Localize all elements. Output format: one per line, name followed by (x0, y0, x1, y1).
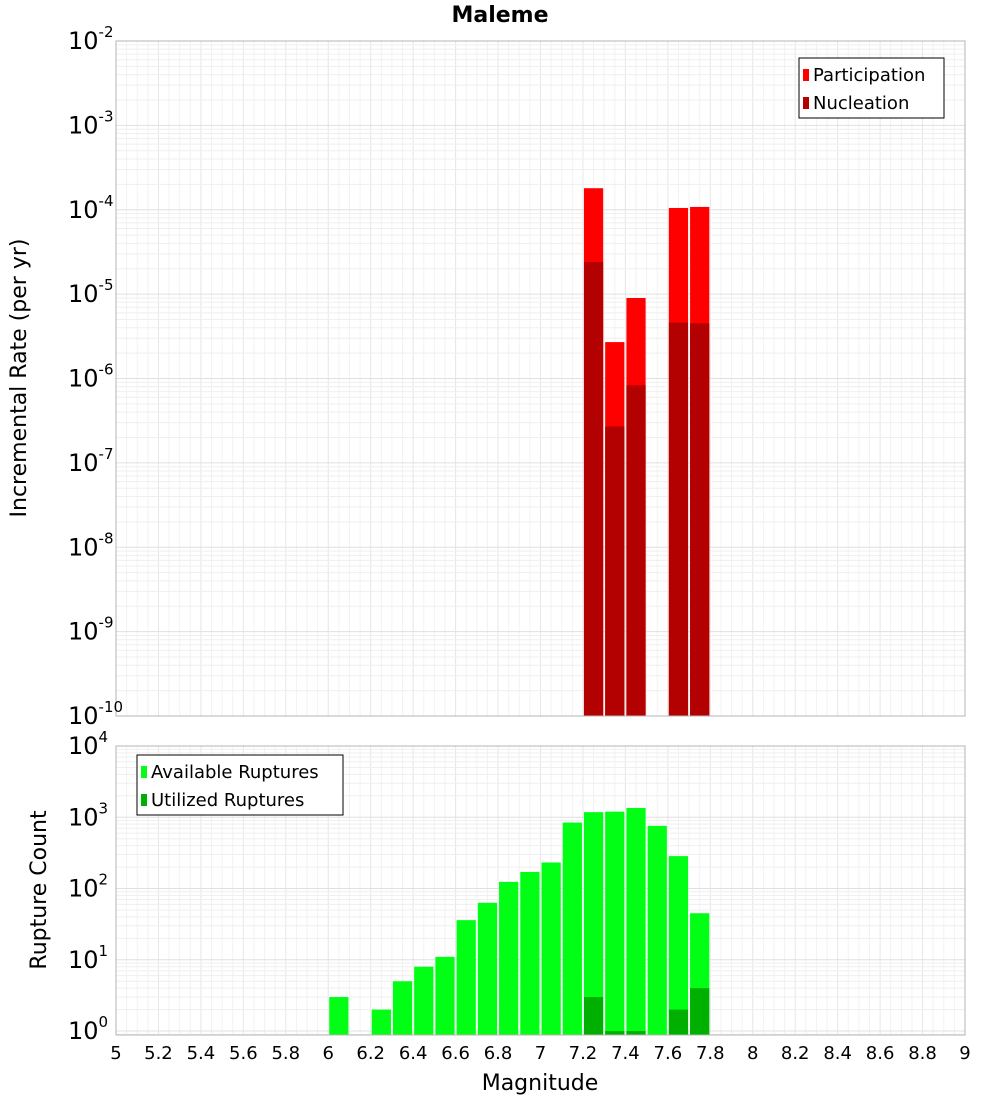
x-tick-label: 6.2 (356, 1043, 385, 1064)
top-y-tick-label: 10-10 (68, 698, 123, 730)
x-tick-label: 7 (535, 1043, 546, 1064)
top-y-tick-label: 10-3 (68, 107, 114, 139)
top-bar-1-1 (605, 426, 625, 716)
bottom-bar-1-0 (583, 997, 604, 1035)
x-tick-label: 8 (747, 1043, 758, 1064)
top-legend-label: Participation (813, 65, 925, 86)
top-bar-1-3 (668, 322, 689, 716)
top-series-1 (583, 262, 710, 716)
top-legend: Participation Nucleation (798, 57, 945, 119)
top-bar-1-0 (583, 262, 604, 716)
bottom-y-tick-label: 100 (68, 1013, 108, 1045)
bottom-legend-swatch (141, 794, 147, 806)
bottom-legend-swatch (141, 766, 147, 778)
chart-title: Maleme (451, 3, 548, 28)
bottom-bar-0-2 (392, 981, 413, 1035)
bottom-y-tick-label: 104 (68, 728, 108, 760)
x-tick-label: 8.2 (781, 1043, 810, 1064)
bottom-legend-label: Utilized Ruptures (151, 790, 304, 811)
x-tick-label: 5.2 (144, 1043, 173, 1064)
x-tick-label: 7.8 (696, 1043, 725, 1064)
x-tick-label: 5.6 (229, 1043, 258, 1064)
x-tick-label: 6 (323, 1043, 334, 1064)
x-tick-label: 6.4 (399, 1043, 428, 1064)
top-y-tick-label: 10-8 (68, 529, 114, 561)
x-tick-label: 9 (959, 1043, 970, 1064)
bottom-legend-label: Available Ruptures (151, 762, 319, 783)
top-y-tick-label: 10-4 (68, 192, 114, 224)
bottom-bar-0-15 (668, 856, 689, 1035)
x-tick-label: 8.4 (823, 1043, 852, 1064)
top-y-tick-label: 10-6 (68, 361, 114, 393)
bottom-bar-0-14 (647, 825, 667, 1035)
x-axis-label: Magnitude (482, 1071, 599, 1096)
x-tick-label: 5.4 (187, 1043, 216, 1064)
top-y-tick-label: 10-5 (68, 276, 114, 308)
bottom-bar-0-9 (541, 862, 561, 1035)
top-y-tick-label: 10-2 (68, 23, 114, 55)
top-bar-1-2 (626, 385, 646, 716)
bottom-bar-1-3 (668, 1009, 689, 1035)
bottom-plot-frame (115, 745, 966, 1036)
bottom-bar-0-0 (329, 997, 349, 1035)
top-y-tick-label: 10-9 (68, 614, 114, 646)
bottom-series-1 (583, 988, 710, 1035)
bottom-y-tick-label: 103 (68, 799, 108, 831)
bottom-bar-0-13 (626, 807, 646, 1035)
bottom-bar-0-7 (499, 881, 519, 1035)
bottom-bar-0-11 (583, 812, 604, 1035)
bottom-legend: Available Ruptures Utilized Ruptures (136, 754, 344, 816)
bottom-bar-0-3 (414, 966, 434, 1035)
bottom-y-tick-label: 102 (68, 871, 108, 903)
top-plot-frame (115, 40, 966, 717)
bottom-bar-0-5 (456, 920, 476, 1035)
x-tick-label: 5 (110, 1043, 121, 1064)
bottom-bar-0-4 (435, 956, 455, 1035)
top-legend-swatch (803, 97, 809, 109)
x-tick-label: 8.8 (908, 1043, 937, 1064)
x-tick-label: 7.2 (569, 1043, 598, 1064)
x-tick-label: 5.8 (271, 1043, 300, 1064)
top-legend-swatch (803, 69, 809, 81)
top-gridlines (115, 40, 966, 717)
x-tick-label: 7.6 (654, 1043, 683, 1064)
bottom-y-axis-label: Rupture Count (27, 810, 52, 970)
bottom-bar-1-2 (626, 1031, 646, 1035)
x-tick-label: 6.6 (441, 1043, 470, 1064)
bottom-bar-0-12 (605, 811, 625, 1035)
bottom-y-tick-label: 101 (68, 942, 108, 974)
bottom-bar-0-1 (371, 1009, 391, 1035)
x-tick-label: 7.4 (611, 1043, 640, 1064)
top-legend-label: Nucleation (813, 93, 909, 114)
bottom-bar-1-4 (690, 988, 710, 1035)
bottom-bar-1-1 (605, 1031, 625, 1035)
x-tick-label: 6.8 (484, 1043, 513, 1064)
bottom-bar-0-8 (520, 871, 540, 1035)
x-tick-label: 8.6 (866, 1043, 895, 1064)
top-y-axis-label: Incremental Rate (per yr) (7, 239, 32, 518)
top-y-tick-label: 10-7 (68, 445, 114, 477)
bottom-series-0 (329, 807, 710, 1035)
bottom-bar-0-10 (562, 822, 582, 1035)
bottom-bar-0-6 (477, 902, 498, 1035)
top-bar-1-4 (690, 323, 710, 716)
